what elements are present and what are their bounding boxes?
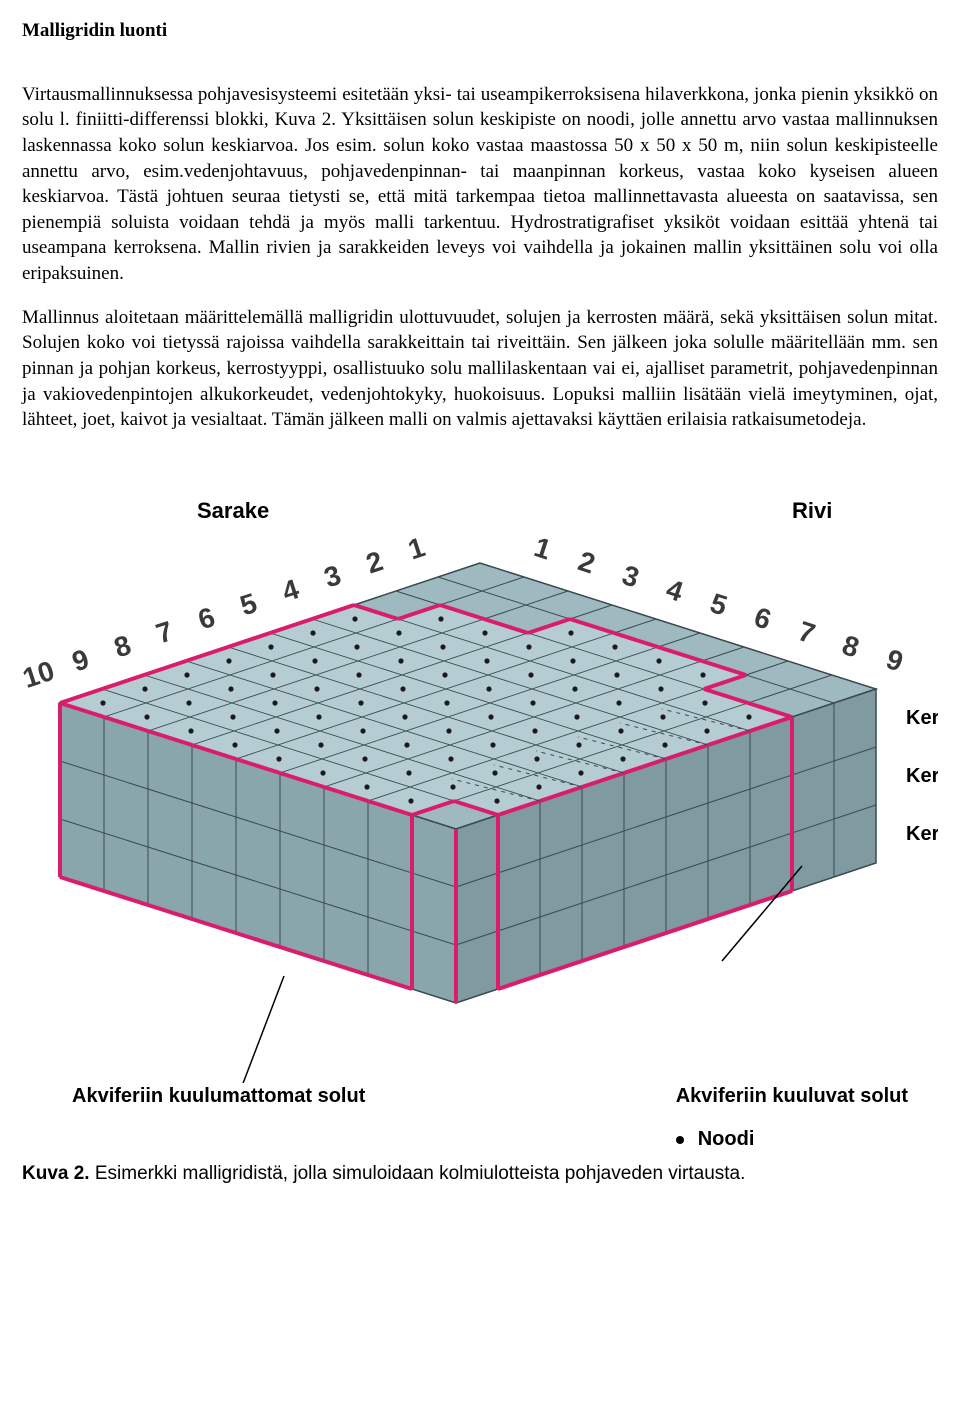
svg-text:3: 3 [320,559,344,593]
svg-text:2: 2 [362,545,386,579]
svg-text:1: 1 [404,531,428,565]
svg-text:Kerros 2: Kerros 2 [906,765,938,787]
figure-legend-row: Akviferiin kuulumattomat solut Akviferii… [22,1083,938,1153]
paragraph-1: Virtausmallinnuksessa pohjavesisysteemi … [22,82,938,287]
svg-text:1: 1 [531,531,555,565]
svg-text:7: 7 [795,615,819,649]
svg-text:4: 4 [663,573,688,607]
svg-text:7: 7 [152,615,176,649]
svg-text:5: 5 [707,587,731,621]
svg-text:5: 5 [236,587,260,621]
caption-label: Kuva 2. [22,1163,90,1184]
legend-node: Noodi [676,1126,755,1153]
svg-text:6: 6 [194,601,218,635]
grid-diagram-svg: 12345678910123456789SarakeRiviKerros 1Ke… [22,463,938,1083]
svg-text:2: 2 [575,545,599,579]
svg-text:Rivi: Rivi [792,498,832,523]
svg-text:8: 8 [110,629,134,663]
svg-text:Kerros 1: Kerros 1 [906,707,938,729]
paragraph-2: Mallinnus aloitetaan määrittelemällä mal… [22,305,938,433]
caption-text: Esimerkki malligridistä, jolla simuloida… [90,1163,746,1184]
legend-outside-cells: Akviferiin kuulumattomat solut [72,1083,365,1110]
svg-text:4: 4 [278,573,303,607]
svg-text:9: 9 [68,643,92,677]
svg-text:9: 9 [883,643,907,677]
figure-model-grid: 12345678910123456789SarakeRiviKerros 1Ke… [22,463,938,1083]
section-title: Malligridin luonti [22,18,938,44]
legend-inside-cells: Akviferiin kuuluvat solut [676,1083,908,1110]
svg-text:Sarake: Sarake [197,498,269,523]
svg-text:10: 10 [22,655,58,694]
figure-caption: Kuva 2. Esimerkki malligridistä, jolla s… [22,1161,938,1187]
svg-text:Kerros 3: Kerros 3 [906,823,938,845]
svg-text:3: 3 [619,559,643,593]
svg-text:6: 6 [751,601,775,635]
svg-text:8: 8 [839,629,863,663]
